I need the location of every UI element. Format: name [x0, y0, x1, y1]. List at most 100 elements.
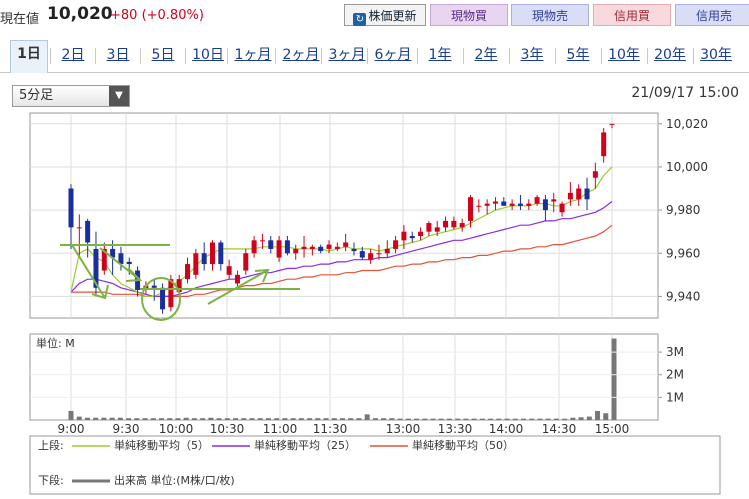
volume-bar: [175, 418, 181, 420]
tab-12[interactable]: 5年: [566, 47, 590, 63]
cash-buy-button[interactable]: 現物買: [430, 4, 508, 26]
candle-body: [259, 240, 265, 242]
margin-sell-button[interactable]: 信用売: [675, 4, 749, 26]
candle-body: [101, 248, 107, 271]
candle-body: [301, 246, 307, 249]
tab-separator: [321, 48, 322, 64]
volume-bar: [233, 418, 239, 420]
volume-bar: [603, 413, 609, 420]
interval-select[interactable]: 5分足 ▼: [12, 85, 130, 107]
volume-bar: [241, 418, 247, 420]
candle-body: [326, 244, 332, 249]
volume-bar: [479, 418, 485, 420]
tab-1[interactable]: 2日: [61, 47, 85, 63]
tab-separator: [275, 48, 276, 64]
volume-bar: [595, 410, 601, 420]
tab-15[interactable]: 30年: [700, 47, 732, 63]
candle-body: [376, 253, 382, 255]
tab-0[interactable]: 1日: [10, 40, 48, 73]
tab-2[interactable]: 3日: [106, 47, 130, 63]
volume-bar: [389, 418, 395, 420]
y-tick-label: 9,940: [666, 289, 700, 303]
candle-body: [193, 253, 199, 275]
candle-body: [251, 240, 257, 254]
tab-separator: [647, 48, 648, 64]
price-label: 現在値: [0, 12, 40, 27]
candle-body: [592, 171, 598, 178]
annotation-arrow-down-2: [99, 247, 143, 282]
margin-buy-button[interactable]: 信用買: [593, 4, 671, 26]
volume-bar: [463, 418, 469, 420]
volume-bar: [521, 418, 526, 420]
tab-10[interactable]: 2年: [474, 47, 498, 63]
tab-7[interactable]: 3ヶ月: [328, 47, 366, 63]
x-tick-label: 14:30: [542, 422, 577, 436]
volume-bar: [372, 418, 378, 420]
volume-bar: [455, 418, 461, 420]
candle-body: [243, 253, 249, 271]
volume-tick-label: 3M: [666, 345, 684, 359]
annotation-arrow-down: [71, 244, 109, 300]
tab-separator: [463, 48, 464, 64]
candle-body: [110, 248, 116, 258]
price-change: +80 (+0.80%): [110, 8, 204, 23]
tab-13[interactable]: 10年: [608, 47, 640, 63]
volume-bar: [504, 418, 510, 420]
volume-bar: [397, 418, 403, 420]
candle-body: [551, 199, 557, 202]
volume-bar: [257, 418, 263, 420]
volume-bar: [496, 418, 502, 420]
tab-separator: [601, 48, 602, 64]
tab-14[interactable]: 20年: [654, 47, 686, 63]
tab-9[interactable]: 1年: [428, 47, 452, 63]
candle-body: [168, 279, 174, 308]
tab-4[interactable]: 10日: [192, 47, 224, 63]
refresh-icon: ↻: [353, 13, 367, 26]
volume-bar: [586, 416, 592, 420]
candle-body: [268, 240, 274, 249]
candle-body: [451, 220, 457, 228]
x-tick-label: 10:30: [210, 422, 245, 436]
candle-body: [434, 227, 440, 232]
legend-ma5: 単純移動平均（5）: [114, 438, 209, 452]
volume-bar: [200, 418, 206, 420]
candle-body: [584, 188, 590, 200]
tab-8[interactable]: 6ヶ月: [374, 47, 412, 63]
candle-body: [284, 240, 290, 254]
volume-bar: [150, 418, 156, 420]
candle-body: [176, 279, 182, 293]
candle-body: [85, 220, 91, 243]
candle-body: [393, 240, 399, 249]
candle-body: [293, 248, 299, 254]
volume-bar: [446, 418, 452, 420]
tab-11[interactable]: 3年: [520, 47, 544, 63]
volume-bar: [331, 418, 337, 420]
tab-separator: [50, 48, 51, 64]
x-tick-label: 9:00: [58, 422, 85, 436]
candle-body: [185, 264, 191, 280]
tab-6[interactable]: 2ヶ月: [282, 47, 320, 63]
tab-5[interactable]: 1ヶ月: [234, 47, 272, 63]
candle-body: [318, 246, 324, 252]
tab-separator: [367, 48, 368, 64]
legend-ma25: 単純移動平均（25）: [254, 438, 356, 452]
cash-sell-button[interactable]: 現物売: [511, 4, 589, 26]
volume-bar: [101, 417, 107, 420]
candle-body: [517, 203, 523, 206]
candle-body: [93, 248, 99, 288]
volume-bar: [93, 417, 99, 420]
tab-separator: [555, 48, 556, 64]
volume-tick-label: 1M: [666, 390, 684, 404]
volume-bar: [84, 417, 90, 420]
candle-body: [476, 205, 482, 207]
candle-body: [542, 199, 548, 211]
volume-bar: [126, 418, 132, 420]
tab-separator: [140, 48, 141, 64]
legend-volume: 出来高 単位:(M株/口/枚): [114, 473, 235, 487]
volume-bar: [578, 417, 584, 420]
refresh-button[interactable]: ↻ 株価更新: [344, 4, 426, 26]
volume-bar: [570, 417, 576, 420]
volume-bar: [512, 418, 518, 420]
tab-3[interactable]: 5日: [151, 47, 175, 63]
candle-body: [368, 253, 374, 260]
